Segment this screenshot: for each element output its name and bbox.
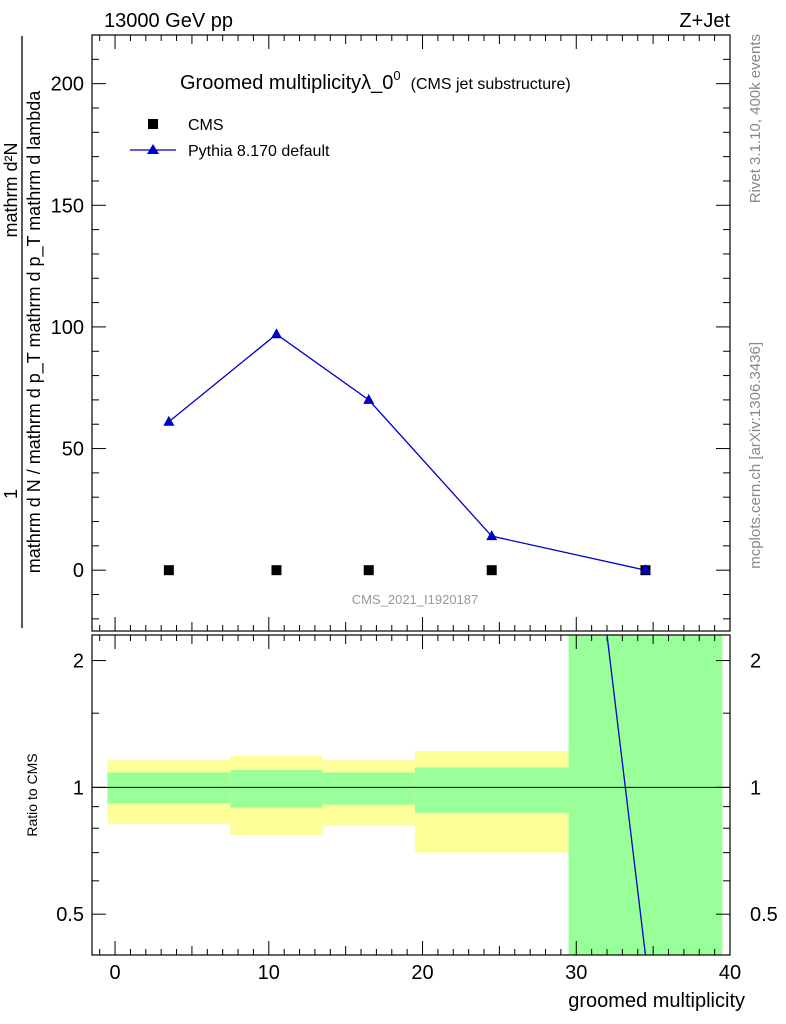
- analysis-watermark: CMS_2021_I1920187: [352, 592, 479, 607]
- ratio-y-tick-label-right: 1: [750, 777, 761, 799]
- main-y-tick-label: 0: [73, 560, 84, 582]
- ratio-ylabel: Ratio to CMS: [24, 753, 40, 836]
- plot-title-main: Groomed multiplicityλ_0: [180, 72, 393, 94]
- pythia-data-point: [639, 564, 651, 575]
- ylabel-denominator: mathrm d N / mathrm d p_T mathrm d p_T m…: [24, 90, 45, 573]
- ratio-y-tick-label-right: 2: [750, 651, 761, 673]
- rivet-label: Rivet 3.1.10, 400k events: [747, 34, 764, 203]
- plot-title-sup: 0: [393, 68, 400, 83]
- cms-data-point: [163, 565, 174, 576]
- ratio-bands: [92, 635, 730, 955]
- ratio-data-marks: [606, 634, 647, 956]
- main-axis-ticks: 0 50 100 150 200: [51, 34, 731, 631]
- plot-title-note: (CMS jet substructure): [411, 76, 571, 93]
- ratio-band-stat: [568, 635, 723, 955]
- main-panel-frame: [91, 34, 731, 632]
- legend-label-cms: CMS: [188, 117, 224, 134]
- ratio-band-stat: [107, 772, 231, 804]
- main-data-marks: [163, 328, 651, 576]
- legend: CMS Pythia 8.170 default: [130, 117, 330, 160]
- energy-label: 13000 GeV pp: [104, 10, 233, 32]
- ratio-axis-ticks: 0.5 0.51 12 20 10 20 30 40: [56, 635, 778, 984]
- ratio-y-tick-label-right: 0.5: [750, 904, 778, 926]
- main-ylabel: mathrm d²N mathrm d N / mathrm d p_T mat…: [1, 36, 45, 628]
- x-tick-label: 40: [719, 962, 741, 984]
- cms-data-point: [363, 565, 374, 576]
- ylabel-numerator: mathrm d²N: [1, 142, 21, 237]
- cms-data-point: [486, 565, 497, 576]
- pythia-ratio-line: [606, 634, 647, 956]
- ratio-band-stat: [322, 772, 415, 805]
- process-label: Z+Jet: [679, 10, 730, 32]
- cms-data-point: [271, 565, 282, 576]
- ratio-y-tick-label: 1: [73, 777, 84, 799]
- legend-marker-cms: [148, 119, 158, 129]
- main-y-tick-label: 200: [51, 74, 84, 96]
- x-tick-label: 20: [411, 962, 433, 984]
- pythia-data-point: [486, 530, 498, 541]
- main-y-tick-label: 50: [62, 439, 84, 461]
- ratio-band-stat: [230, 769, 323, 808]
- pythia-data-point: [363, 393, 375, 404]
- x-tick-label: 10: [258, 962, 280, 984]
- x-axis-label: groomed multiplicity: [568, 990, 745, 1012]
- main-y-tick-label: 150: [51, 195, 84, 217]
- plot-title: Groomed multiplicityλ_00 (CMS jet substru…: [180, 68, 571, 94]
- legend-label-pythia: Pythia 8.170 default: [188, 143, 330, 160]
- x-tick-label: 0: [109, 962, 120, 984]
- ratio-y-tick-label: 2: [73, 651, 84, 673]
- x-tick-label: 30: [565, 962, 587, 984]
- ylabel-one: 1: [1, 489, 21, 499]
- ratio-panel-frame: [91, 634, 731, 956]
- pythia-data-point: [163, 415, 175, 426]
- ratio-y-tick-label: 0.5: [56, 904, 84, 926]
- mcplots-label: mcplots.cern.ch [arXiv:1306.3436]: [747, 342, 764, 569]
- ratio-band-stat: [414, 767, 569, 813]
- pythia-data-point: [270, 328, 282, 339]
- legend-marker-pythia: [147, 144, 159, 154]
- main-y-tick-label: 100: [51, 317, 84, 339]
